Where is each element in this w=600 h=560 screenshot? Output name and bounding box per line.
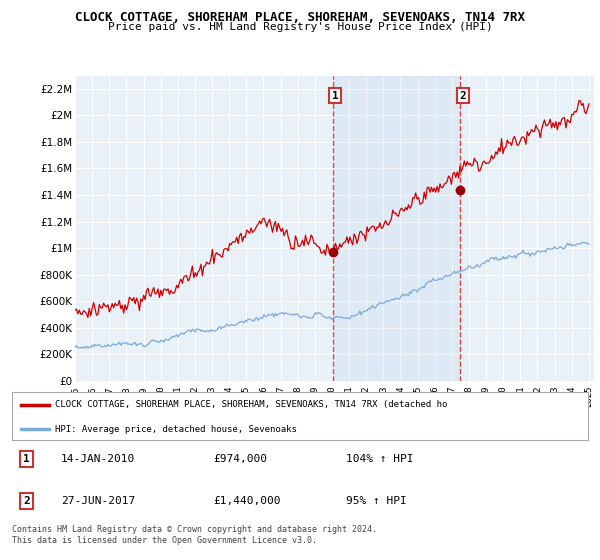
Text: £974,000: £974,000 (214, 454, 268, 464)
Text: CLOCK COTTAGE, SHOREHAM PLACE, SHOREHAM, SEVENOAKS, TN14 7RX: CLOCK COTTAGE, SHOREHAM PLACE, SHOREHAM,… (75, 11, 525, 24)
Text: 1: 1 (23, 454, 30, 464)
Text: HPI: Average price, detached house, Sevenoaks: HPI: Average price, detached house, Seve… (55, 424, 297, 433)
Text: CLOCK COTTAGE, SHOREHAM PLACE, SHOREHAM, SEVENOAKS, TN14 7RX (detached ho: CLOCK COTTAGE, SHOREHAM PLACE, SHOREHAM,… (55, 400, 448, 409)
Text: 95% ↑ HPI: 95% ↑ HPI (346, 496, 407, 506)
Bar (332, 76, 460, 381)
Text: 2: 2 (460, 91, 466, 100)
Text: Contains HM Land Registry data © Crown copyright and database right 2024.
This d: Contains HM Land Registry data © Crown c… (12, 525, 377, 545)
Text: 27-JUN-2017: 27-JUN-2017 (61, 496, 135, 506)
Text: 14-JAN-2010: 14-JAN-2010 (61, 454, 135, 464)
Text: £1,440,000: £1,440,000 (214, 496, 281, 506)
Text: Price paid vs. HM Land Registry's House Price Index (HPI): Price paid vs. HM Land Registry's House … (107, 22, 493, 32)
Text: 104% ↑ HPI: 104% ↑ HPI (346, 454, 413, 464)
Text: 2: 2 (23, 496, 30, 506)
Text: 1: 1 (332, 91, 338, 100)
